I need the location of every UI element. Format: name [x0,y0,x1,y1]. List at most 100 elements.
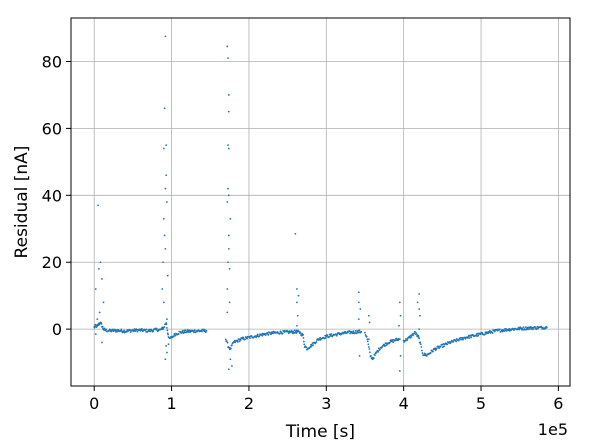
data-point [227,144,229,147]
data-point [366,338,369,341]
data-point [443,345,445,348]
data-point [228,301,231,304]
data-point [120,328,123,331]
data-point [377,347,380,350]
data-point [227,247,230,250]
data-point [227,261,229,264]
data-point [165,174,168,177]
data-point [264,334,267,337]
data-point [375,351,378,354]
x-tick-label: 5 [476,394,486,413]
data-point [201,330,203,333]
data-point [365,335,368,338]
data-point [296,301,298,304]
data-point [225,340,228,343]
data-point [398,324,400,327]
data-point [226,288,229,290]
data-point [155,327,158,330]
data-point [358,329,361,332]
data-point [399,354,402,357]
data-point [226,45,229,48]
data-point [315,341,318,343]
data-point [204,331,207,334]
data-point [226,311,229,314]
data-point [93,326,96,329]
data-point [227,94,230,96]
data-point [94,333,97,336]
data-point [305,346,308,349]
data-point [534,326,537,329]
grid-lines [71,18,570,386]
data-point [166,274,169,277]
y-tick-label: 40 [42,186,62,205]
data-point [335,334,338,337]
data-point [100,323,103,325]
data-point [529,325,532,328]
data-point [367,314,370,317]
data-point [227,187,229,190]
data-point [165,322,168,324]
data-point [102,301,105,304]
data-point [491,332,494,334]
data-point [368,321,371,324]
data-point [368,348,371,350]
data-point [302,340,305,343]
data-point [418,337,421,340]
x-axis-offset-label: 1e5 [538,420,568,439]
y-tick-label: 60 [42,119,62,138]
data-point [429,352,432,354]
data-point [460,338,463,341]
data-point [455,340,458,343]
data-point [394,339,397,342]
y-tick-label: 80 [42,52,62,71]
x-tick-label: 1 [166,394,176,413]
data-point [205,329,208,332]
data-point [162,301,165,304]
data-point [249,337,251,340]
data-point [419,343,422,346]
data-point [330,333,333,335]
data-point [165,344,168,347]
data-point [293,329,296,332]
data-point [140,327,143,330]
data-point [97,268,100,270]
data-point [165,323,168,326]
data-point [177,332,180,335]
data-point [164,247,167,250]
data-point [167,333,169,336]
data-point [518,328,521,331]
data-point [532,328,534,331]
data-point [270,333,272,336]
data-point [96,318,99,320]
data-point [256,333,259,336]
data-point [357,301,360,304]
data-point [136,330,139,333]
data-point [203,328,206,331]
data-point [101,341,103,344]
data-point [231,344,233,347]
data-point [267,334,270,336]
data-point [166,318,168,320]
data-point [97,204,99,207]
data-point [319,336,322,339]
data-point [360,330,363,333]
data-point [397,339,400,342]
data-point [227,194,230,197]
data-point [493,330,496,333]
data-point [303,343,306,346]
data-point [281,332,284,335]
data-point [269,331,271,334]
data-point [166,332,169,335]
data-point [438,347,440,350]
data-point [421,352,424,354]
data-point [498,328,501,331]
data-point [417,334,420,337]
data-point [406,339,408,342]
data-point [101,325,104,328]
data-point [167,343,170,346]
data-point [229,347,232,350]
data-point [418,328,421,331]
data-point [528,328,531,330]
data-point [458,339,460,342]
data-point [244,338,246,341]
